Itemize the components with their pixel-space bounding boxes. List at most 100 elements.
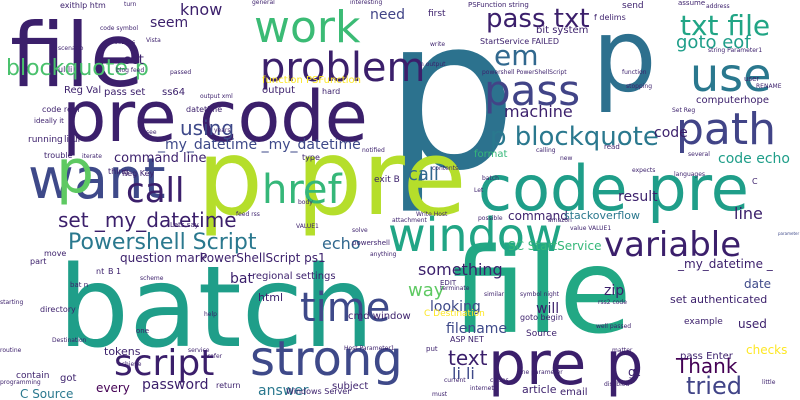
word-part: part (30, 257, 47, 266)
word-command: command (508, 209, 568, 223)
word-format: format (474, 149, 508, 160)
word-interesting: interesting (350, 0, 383, 6)
word-move: move (44, 249, 67, 258)
word-string-parameter1: string Parameter1 (708, 47, 763, 54)
word-code-echo: code echo (718, 151, 790, 167)
word-nt: nt (96, 267, 105, 276)
word-li-li: li li (452, 364, 475, 383)
word-p-right: p (592, 0, 657, 116)
word-li-ul: li ul (64, 135, 81, 145)
word-n-output: n output (420, 61, 446, 68)
word-f-delims: f delims (594, 13, 626, 22)
word-pre-code: pre code (62, 76, 368, 158)
word-powershell-script: Powershell Script (68, 230, 257, 255)
word-know: know (180, 0, 223, 19)
word-batch-small: batch (482, 175, 499, 182)
word-first: first (428, 9, 446, 19)
word-subject: subject (332, 381, 369, 392)
word-output-xml: output xml (200, 93, 233, 100)
word-possible: possible (478, 215, 503, 222)
word-em: em (494, 39, 539, 72)
word-starting: starting (0, 299, 24, 306)
word-see: see (146, 129, 157, 136)
word-one-parameter: one parameter (518, 369, 563, 376)
word-file-big: file (10, 4, 145, 107)
word-new: new (560, 155, 573, 162)
word-assume: assume (678, 0, 706, 7)
word-tokens: tokens (104, 345, 141, 358)
word-contents: contents (432, 165, 459, 172)
word-answer: answer (258, 383, 309, 399)
word-way: way (408, 280, 445, 301)
word-set-reg: Set Reg (672, 107, 696, 114)
word-value-value1: value VALUE1 (570, 225, 612, 232)
word-feed-rss: feed rss (236, 211, 260, 218)
word-datetime: datetime (186, 105, 223, 114)
word-problem: problem (260, 45, 426, 91)
word-send: send (622, 1, 644, 11)
word-routine: routine (0, 347, 22, 354)
word-checks: checks (746, 343, 788, 357)
word-reg-val: Reg Val (64, 85, 102, 96)
word-code-rem: code rem (42, 105, 80, 114)
word-service: service (188, 347, 210, 354)
word-code: code (654, 125, 688, 141)
word-address: address (706, 3, 730, 10)
word-programming: programming (0, 379, 41, 386)
word-contain: contain (16, 371, 50, 381)
word-path: path (676, 104, 777, 155)
word-result: result (618, 189, 658, 205)
word-computerhope: computerhope (696, 95, 770, 106)
word-reg-key: Reg Key (122, 169, 155, 178)
word-user: user (744, 75, 760, 83)
word-p-green: p (56, 137, 95, 207)
word-sc-startservice: SC StartService (508, 239, 602, 253)
word-password: password (142, 377, 209, 393)
word-my-datetime-short: _my_datetime _ (678, 257, 773, 271)
word-general: general (252, 0, 275, 6)
word-pre-p: pre p (488, 329, 644, 399)
word-c-destination: C Destination (424, 309, 485, 319)
word-c: C (752, 177, 758, 186)
word-something: something (418, 260, 503, 279)
word-symbol-night: symbol night (520, 291, 560, 298)
word-read: read (604, 143, 620, 151)
word-ss64: ss64 (162, 87, 186, 98)
word-type: type (302, 153, 320, 162)
word-machine: machine (504, 102, 573, 121)
word-used: used (738, 317, 767, 331)
word-goto-begin: goto begin (520, 313, 563, 322)
word-need: need (370, 7, 405, 23)
word-output: output (262, 85, 295, 96)
word-goto-eof: goto eof (676, 32, 751, 53)
word-lets-say: Lets say (170, 221, 199, 229)
word-script: script (114, 343, 215, 384)
word-iterate: iterate (82, 153, 102, 160)
word-will: will (536, 301, 560, 317)
word-rss2-code: rss2 code (598, 299, 627, 306)
word-pass: pass (484, 66, 581, 115)
word-host-parameter1: Host Parameter1 (344, 345, 395, 352)
word-startservice-failed: StartService FAILED (480, 37, 560, 46)
word-gt: gt (628, 365, 641, 379)
word-want: want (28, 147, 166, 212)
word-achieve: achieve (118, 361, 142, 368)
word-every: every (96, 381, 130, 395)
word-href: href (262, 167, 342, 213)
word-file-right: file (452, 222, 632, 360)
word-tried: tried (686, 372, 742, 400)
word-anything: anything (370, 251, 397, 258)
word-p-big: p (384, 0, 518, 217)
word-cmd-window: cmd window (348, 311, 411, 322)
word-put: put (426, 345, 438, 353)
word-destination: Destination (52, 337, 87, 344)
word-well-passed: well passed (596, 323, 632, 330)
word-pass-set: pass set (104, 87, 146, 98)
word-ul-li: ul li (58, 65, 73, 74)
word-little: little (762, 379, 776, 386)
word-b-1: B 1 (108, 267, 122, 276)
word-use: use (690, 48, 772, 102)
word-rename: RENAME (756, 83, 782, 90)
word-variable: variable (604, 225, 742, 265)
